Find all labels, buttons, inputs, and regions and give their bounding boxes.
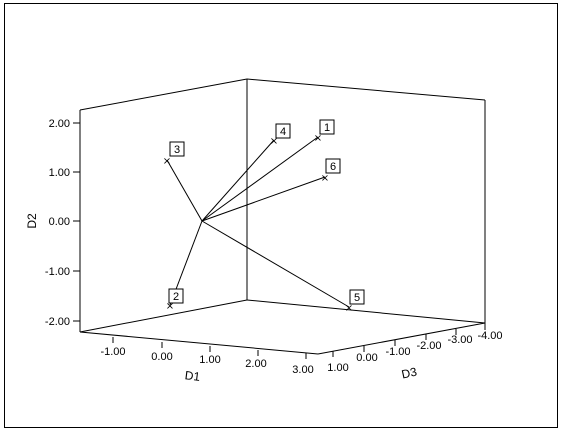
tick-marks bbox=[73, 122, 486, 359]
point-label-box bbox=[275, 123, 291, 139]
d1-axis-title: D1 bbox=[184, 368, 201, 384]
point-label: 5 bbox=[354, 292, 360, 304]
data-point-marker: × bbox=[321, 173, 329, 184]
d2-tick-label: 0.00 bbox=[49, 216, 70, 228]
d3-tick-label: -3.00 bbox=[447, 334, 472, 346]
point-label: 2 bbox=[173, 291, 179, 303]
vector-line bbox=[201, 220, 350, 308]
d3-tick-labels: 1.00 0.00 -1.00 -2.00 -3.00 -4.00 bbox=[327, 330, 502, 374]
point-label: 3 bbox=[174, 144, 180, 156]
d1-tick-label: -1.00 bbox=[100, 346, 125, 358]
d2-tick-label: 2.00 bbox=[49, 118, 70, 130]
data-point-marker: × bbox=[166, 301, 174, 312]
d3-tick-label: -4.00 bbox=[477, 330, 502, 342]
point-label-box bbox=[349, 289, 365, 305]
point-label: 4 bbox=[280, 126, 286, 138]
d3-axis-title: D3 bbox=[400, 365, 418, 382]
point-label: 6 bbox=[330, 161, 336, 173]
d2-tick-labels: 2.00 1.00 0.00 -1.00 -2.00 bbox=[45, 118, 70, 328]
data-point-marker: × bbox=[345, 303, 353, 314]
d3-tick-label: 0.00 bbox=[356, 352, 377, 364]
data-point-marker: × bbox=[163, 156, 171, 167]
d1-tick-label: 0.00 bbox=[151, 351, 172, 363]
d3-tick-label: -1.00 bbox=[385, 346, 410, 358]
point-label-box bbox=[325, 158, 341, 174]
chart-frame bbox=[4, 3, 558, 428]
d3-tick-label: -2.00 bbox=[416, 340, 441, 352]
point-label: 1 bbox=[324, 122, 330, 134]
vector-line bbox=[166, 159, 203, 222]
d2-tick-label: -1.00 bbox=[45, 266, 70, 278]
d1-tick-labels: -1.00 0.00 1.00 2.00 3.00 bbox=[100, 346, 313, 376]
box-frame bbox=[79, 78, 486, 355]
point-label-box bbox=[168, 288, 184, 304]
data-point-marker: × bbox=[270, 136, 278, 147]
d1-tick-label: 2.00 bbox=[245, 358, 266, 370]
vector-line bbox=[201, 139, 275, 222]
data-point-marker: × bbox=[314, 133, 322, 144]
d1-tick-label: 1.00 bbox=[199, 354, 220, 366]
d2-tick-label: 1.00 bbox=[49, 167, 70, 179]
point-label-box bbox=[169, 141, 185, 157]
d2-axis-title: D2 bbox=[25, 213, 39, 229]
d2-tick-label: -2.00 bbox=[45, 316, 70, 328]
d3-tick-label: 1.00 bbox=[327, 362, 348, 374]
point-label-box bbox=[319, 119, 335, 135]
vector-line bbox=[201, 136, 319, 222]
data-points: ×1×2×3×4×5×6 bbox=[163, 119, 365, 314]
vector-line bbox=[201, 176, 326, 222]
d1-tick-label: 3.00 bbox=[292, 364, 313, 376]
vector-lines bbox=[166, 136, 350, 308]
